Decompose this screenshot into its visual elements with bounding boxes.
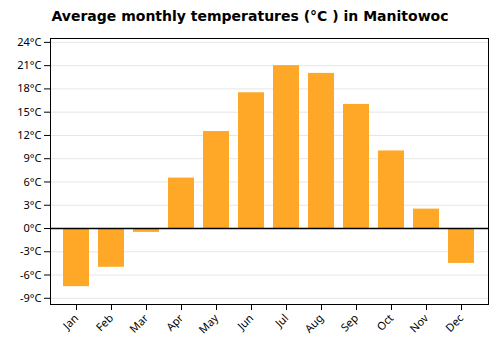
svg-text:-9°C: -9°C	[20, 290, 42, 305]
svg-text:-3°C: -3°C	[20, 243, 42, 258]
svg-text:15°C: 15°C	[17, 104, 41, 119]
svg-text:24°C: 24°C	[17, 34, 41, 49]
svg-text:-6°C: -6°C	[20, 267, 42, 282]
svg-text:21°C: 21°C	[17, 57, 41, 72]
svg-text:Sep: Sep	[337, 310, 361, 334]
svg-text:May: May	[195, 310, 221, 336]
svg-text:0°C: 0°C	[24, 220, 42, 235]
svg-text:Jan: Jan	[58, 310, 81, 333]
svg-text:3°C: 3°C	[24, 197, 42, 212]
svg-text:Oct: Oct	[373, 310, 396, 333]
svg-text:Apr: Apr	[163, 310, 187, 334]
svg-text:Feb: Feb	[92, 310, 116, 334]
svg-text:Mar: Mar	[126, 310, 152, 336]
svg-text:18°C: 18°C	[17, 80, 41, 95]
svg-text:Dec: Dec	[442, 310, 466, 334]
svg-text:Jul: Jul	[271, 310, 291, 330]
svg-text:9°C: 9°C	[24, 150, 42, 165]
svg-text:Nov: Nov	[406, 310, 431, 335]
svg-text:Jun: Jun	[233, 310, 256, 333]
svg-text:6°C: 6°C	[24, 173, 42, 188]
svg-text:12°C: 12°C	[17, 127, 41, 142]
html-text:Average monthly temperatures (: Average monthly temperatures (°C ) in Ma…	[51, 8, 449, 24]
svg-text:Aug: Aug	[301, 310, 326, 335]
